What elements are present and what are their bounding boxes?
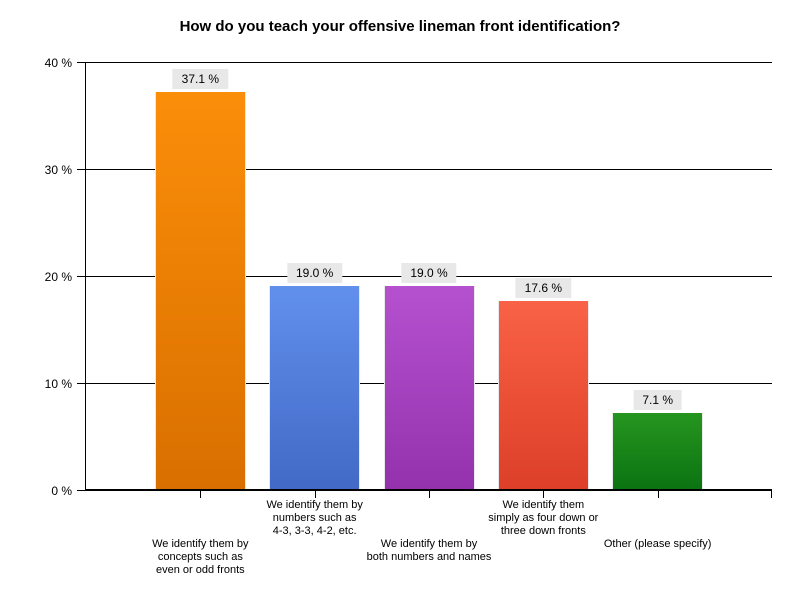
y-tick-label: 30 % [44,163,72,177]
category-label: We identify them by both numbers and nam… [366,538,492,563]
bar-value-label: 37.1 % [172,69,229,90]
y-axis-tick [77,383,86,384]
y-axis-tick [77,169,86,170]
y-tick-label: 0 % [51,484,72,498]
bar-value-label: 19.0 % [286,262,343,283]
x-axis-tick [200,491,202,498]
y-tick-label: 40 % [44,56,72,70]
gridline [86,62,772,63]
bar [497,300,589,489]
y-tick-label: 20 % [44,270,72,284]
y-axis-tick [77,62,86,63]
category-label: We identify them simply as four down or … [488,499,599,537]
x-axis-end-tick [771,491,772,498]
category-label: We identify them by numbers such as 4-3,… [266,499,363,537]
y-axis-tick [77,276,86,277]
chart-title: How do you teach your offensive lineman … [179,18,621,35]
x-axis [86,489,772,491]
bar-value-label: 19.0 % [401,262,457,283]
category-label: Other (please specify) [603,538,712,550]
bar [154,92,246,489]
bar [269,285,361,489]
bar-value-label: 17.6 % [515,277,572,298]
x-axis-tick [543,491,545,498]
bar-value-label: 7.1 % [633,390,682,411]
plot-area: 0 % 10 % 20 % 30 % 40 % 37.1 % We identify the… [45,56,772,576]
y-axis-tick [77,490,86,491]
bar [383,285,475,489]
bar [612,413,704,489]
category-label: We identify them by concepts such as eve… [152,538,249,576]
x-axis-tick [314,491,316,498]
x-axis-tick [429,491,430,498]
y-tick-label: 10 % [44,377,72,391]
gridline [86,169,772,170]
x-axis-tick [657,491,659,498]
